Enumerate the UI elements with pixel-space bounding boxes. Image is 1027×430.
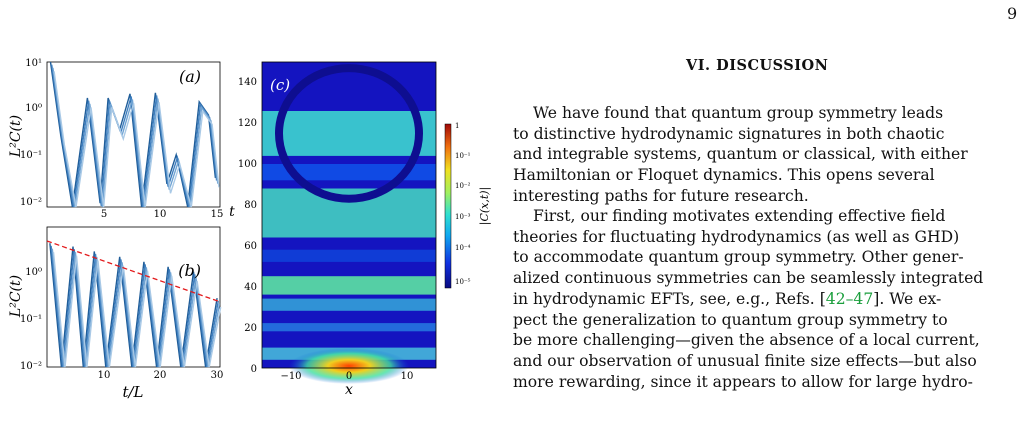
panel-b: (b) 10⁰ 10⁻¹ 10⁻² 10 20 30 t/L L²C(t) xyxy=(8,226,224,401)
colorbar-tick: 10⁻² xyxy=(455,182,471,190)
heatmap-band xyxy=(262,276,436,295)
panel-a: (a) 10¹ 10⁰ 10⁻¹ 10⁻² 5 10 15 L²C(t) xyxy=(8,58,223,220)
heatmap-band xyxy=(262,249,436,262)
paragraph-line: more rewarding, since it appears to allo… xyxy=(513,372,973,391)
line-text: in hydrodynamic EFTs, see, e.g., Refs. [ xyxy=(513,289,826,308)
panel-c-ytick: 60 xyxy=(244,241,257,252)
panel-c-xtick: 0 xyxy=(346,371,352,382)
line-text: ]. We ex- xyxy=(873,289,942,308)
panel-b-ytick: 10⁻¹ xyxy=(20,314,42,325)
series-line xyxy=(51,64,218,208)
paragraph-line: be more challenging—given the absence of… xyxy=(513,331,980,350)
panel-c-ytick: 20 xyxy=(244,323,257,334)
panel-b-ylabel: L²C(t) xyxy=(8,275,24,318)
panel-b-xtick: 10 xyxy=(98,370,111,381)
colorbar-gradient xyxy=(444,123,452,289)
heatmap-band xyxy=(262,323,436,332)
panel-a-ytick: 10⁰ xyxy=(25,103,42,114)
heatmap-bands xyxy=(262,64,436,384)
panel-c-ytick: 40 xyxy=(244,282,257,293)
panel-c-xtick: 10 xyxy=(401,371,414,382)
panel-a-ytick: 10⁻² xyxy=(20,197,42,208)
paragraph-2: First, our finding motivates extending e… xyxy=(513,206,1020,392)
panel-a-xtick: 15 xyxy=(211,209,224,220)
panel-c: (c) 0 20 40 60 80 100 120 140 −10 0 10 x… xyxy=(229,61,437,398)
panel-b-xlabel: t/L xyxy=(122,383,143,401)
paragraph-line: interesting paths for future research. xyxy=(513,186,809,205)
paragraph-line: to distinctive hydrodynamic signatures i… xyxy=(513,124,945,143)
paragraph-line: and integrable systems, quantum or class… xyxy=(513,145,968,164)
series-line xyxy=(52,67,219,208)
panel-a-xtick: 5 xyxy=(101,209,107,220)
paragraph-line: to accommodate quantum group symmetry. O… xyxy=(513,248,964,267)
heatmap-band xyxy=(262,298,436,311)
heatmap-ring xyxy=(275,64,423,203)
panel-b-xtick: 30 xyxy=(211,370,224,381)
panel-c-ytick: 100 xyxy=(238,159,257,170)
panel-c-label: (c) xyxy=(270,76,290,94)
heatmap-source xyxy=(289,348,409,384)
panel-a-xtick: 10 xyxy=(154,209,167,220)
colorbar-tick: 10⁻¹ xyxy=(455,152,471,160)
paragraph-line: We have found that quantum group symmetr… xyxy=(533,104,944,122)
colorbar-tick: 10⁻⁴ xyxy=(455,244,471,252)
page-number: 9 xyxy=(1007,4,1018,23)
series-line xyxy=(50,245,219,368)
panel-a-label: (a) xyxy=(179,67,201,86)
colorbar-label: |C(x,t)| xyxy=(478,187,492,226)
paragraph-line-with-citation: in hydrodynamic EFTs, see, e.g., Refs. [… xyxy=(513,289,1020,310)
series-line xyxy=(49,243,218,368)
paragraph-line: and our observation of unusual finite si… xyxy=(513,351,977,370)
series-line xyxy=(49,61,217,208)
paragraph-1: We have found that quantum group symmetr… xyxy=(513,103,1020,207)
section-heading: VI. DISCUSSION xyxy=(686,57,829,74)
panel-c-ytick: 140 xyxy=(238,77,257,88)
panel-c-xtick: −10 xyxy=(280,371,301,382)
paragraph-line: First, our finding motivates extending e… xyxy=(533,207,946,225)
panel-a-frame xyxy=(46,61,221,208)
panel-a-ytick: 10⁻¹ xyxy=(20,150,42,161)
panel-a-ytick: 10¹ xyxy=(25,58,42,69)
series-line xyxy=(52,252,222,368)
series-line xyxy=(51,248,221,368)
panel-c-ylabel: t xyxy=(229,204,235,220)
panel-c-frame xyxy=(261,61,437,369)
panel-b-label: (b) xyxy=(178,261,201,280)
panel-c-xlabel: x xyxy=(345,382,353,398)
panel-a-curves xyxy=(49,61,220,208)
panel-b-ytick: 10⁻² xyxy=(20,361,42,372)
fit-line xyxy=(46,240,221,303)
panel-b-ytick: 10⁰ xyxy=(25,267,42,278)
paragraph-line: theories for fluctuating hydrodynamics (… xyxy=(513,227,960,246)
paragraph-line: alized continuous symmetries can be seam… xyxy=(513,269,984,288)
colorbar: 1 10⁻¹ 10⁻² 10⁻³ 10⁻⁴ 10⁻⁵ |C(x,t)| xyxy=(444,122,492,289)
heatmap-band xyxy=(262,164,436,181)
paragraph-line: Hamiltonian or Floquet dynamics. This op… xyxy=(513,166,935,185)
panel-c-ytick: 120 xyxy=(238,118,257,129)
citation-link[interactable]: 42–47 xyxy=(825,289,874,308)
series-line xyxy=(53,71,220,208)
paragraph-line: pect the generalization to quantum group… xyxy=(513,310,948,329)
panel-b-xtick: 20 xyxy=(154,370,167,381)
panel-a-ylabel: L²C(t) xyxy=(8,115,24,158)
panel-b-curves xyxy=(46,240,222,368)
colorbar-tick: 10⁻⁵ xyxy=(455,278,471,286)
colorbar-tick: 10⁻³ xyxy=(455,213,471,221)
figure: (a) 10¹ 10⁰ 10⁻¹ 10⁻² 5 10 15 L²C(t) (b)… xyxy=(8,58,492,401)
colorbar-tick: 1 xyxy=(455,122,459,130)
panel-c-ytick: 80 xyxy=(244,200,257,211)
panel-c-ytick: 0 xyxy=(251,364,257,375)
heatmap-band xyxy=(262,111,436,156)
